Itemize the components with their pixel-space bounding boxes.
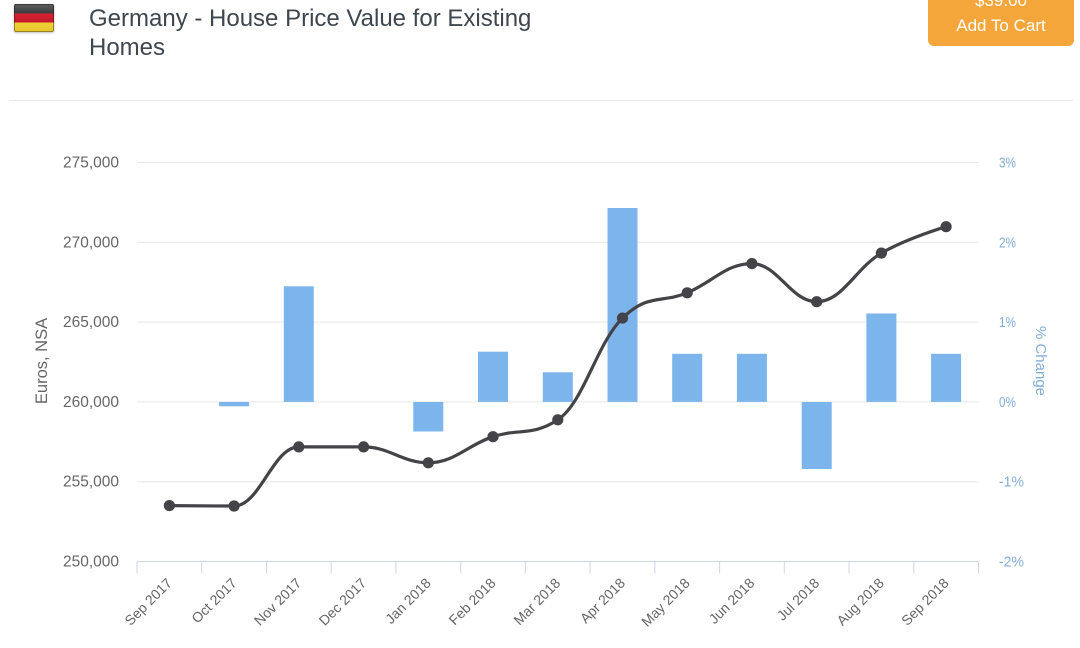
svg-text:Apr 2018: Apr 2018 bbox=[577, 575, 629, 627]
svg-text:May 2018: May 2018 bbox=[638, 575, 693, 630]
svg-text:250,000: 250,000 bbox=[63, 554, 119, 571]
svg-text:Sep 2018: Sep 2018 bbox=[898, 575, 952, 629]
svg-text:1%: 1% bbox=[999, 315, 1016, 331]
svg-text:Mar 2018: Mar 2018 bbox=[510, 575, 563, 628]
svg-text:2%: 2% bbox=[999, 235, 1016, 251]
svg-text:265,000: 265,000 bbox=[63, 314, 119, 331]
svg-text:Euros, NSA: Euros, NSA bbox=[33, 318, 51, 404]
svg-text:% Change: % Change bbox=[1032, 326, 1049, 396]
svg-text:275,000: 275,000 bbox=[63, 155, 119, 172]
svg-text:Jan 2018: Jan 2018 bbox=[382, 575, 434, 627]
svg-text:Oct 2017: Oct 2017 bbox=[188, 575, 240, 627]
svg-text:Jun 2018: Jun 2018 bbox=[705, 575, 757, 627]
svg-text:Nov 2017: Nov 2017 bbox=[251, 575, 305, 629]
svg-text:270,000: 270,000 bbox=[63, 234, 119, 251]
svg-text:255,000: 255,000 bbox=[63, 474, 119, 491]
svg-text:0%: 0% bbox=[999, 395, 1016, 411]
svg-text:-2%: -2% bbox=[999, 555, 1024, 571]
svg-text:Feb 2018: Feb 2018 bbox=[445, 575, 498, 628]
svg-text:3%: 3% bbox=[999, 156, 1016, 172]
svg-text:260,000: 260,000 bbox=[63, 394, 119, 411]
svg-text:Sep 2017: Sep 2017 bbox=[121, 575, 175, 629]
svg-text:-1%: -1% bbox=[999, 475, 1024, 491]
svg-text:Jul 2018: Jul 2018 bbox=[774, 575, 823, 624]
svg-text:Aug 2018: Aug 2018 bbox=[833, 575, 887, 629]
svg-text:Dec 2017: Dec 2017 bbox=[316, 575, 370, 629]
